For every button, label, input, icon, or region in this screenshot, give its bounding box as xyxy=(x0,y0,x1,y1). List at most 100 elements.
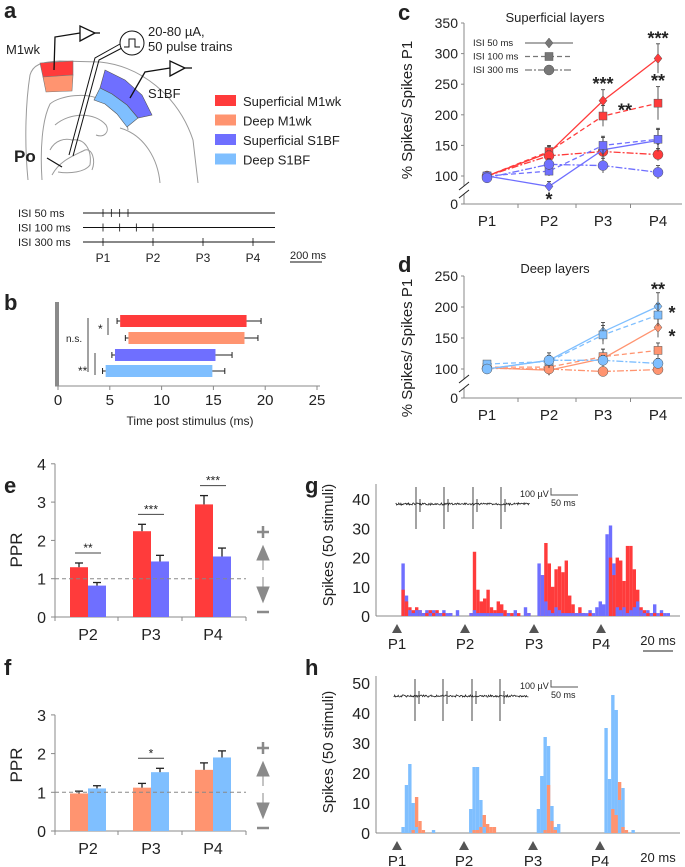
histogram-bin xyxy=(411,613,415,616)
data-point xyxy=(597,160,609,171)
histogram-bin xyxy=(455,610,460,616)
data-point xyxy=(652,167,664,178)
x-tick-label: 20 xyxy=(257,392,274,409)
data-point xyxy=(597,355,609,366)
y-tick-label: 20 xyxy=(352,551,370,568)
histogram-bin xyxy=(622,607,626,616)
histogram-bin xyxy=(510,613,514,616)
series-line xyxy=(486,163,659,179)
po-label: Po xyxy=(14,147,36,166)
white-matter-inner xyxy=(54,114,108,137)
data-point xyxy=(653,98,663,108)
histogram-bin xyxy=(544,543,548,616)
histogram-bin xyxy=(486,589,490,616)
data-point xyxy=(598,111,608,121)
data-point xyxy=(653,346,663,355)
stimulating-electrode xyxy=(68,30,145,157)
histogram-bin xyxy=(418,821,422,833)
axis-break xyxy=(458,181,470,191)
histogram-bin xyxy=(615,607,619,616)
po-outline xyxy=(51,149,95,176)
histogram-bin xyxy=(479,601,483,616)
y-axis-label: Spikes (50 stimuli) xyxy=(320,691,337,814)
histogram-bin xyxy=(483,598,487,616)
arrow-up-icon xyxy=(256,544,270,570)
histogram-bin xyxy=(604,728,608,833)
trace-voltage-scale: 100 µV xyxy=(520,681,549,691)
histogram-bin xyxy=(615,557,619,616)
histogram-bin xyxy=(595,607,599,616)
histogram-bin xyxy=(639,610,643,616)
stimulus-artifact xyxy=(415,487,421,529)
histogram-bin xyxy=(472,767,476,833)
x-tick-label: P2 xyxy=(540,213,558,230)
legend-label: ISI 50 ms xyxy=(473,38,513,49)
histogram-bin xyxy=(527,613,531,616)
histogram-bin xyxy=(536,809,541,833)
m1wk-label: M1wk xyxy=(6,42,40,57)
axis-break xyxy=(458,189,470,199)
superficial-m1wk-region xyxy=(39,60,74,78)
histogram-bin xyxy=(469,809,473,833)
pulse-label: P2 xyxy=(455,853,473,867)
chart-title: Deep layers xyxy=(520,261,590,276)
voltage-trace xyxy=(393,693,529,699)
stimulus-arrow-icon xyxy=(596,624,606,633)
scale-bar-label: 200 ms xyxy=(290,250,327,262)
histogram-bin xyxy=(543,737,547,833)
histogram-bin xyxy=(553,830,558,833)
series-line xyxy=(486,139,659,188)
histogram-bin xyxy=(611,695,615,833)
histogram-bin xyxy=(550,806,554,833)
trace-scale-bar xyxy=(550,488,578,496)
y-tick-label: 50 xyxy=(352,676,370,693)
plus-icon xyxy=(257,526,269,538)
y-tick-label: 350 xyxy=(435,15,459,31)
ppr-bar xyxy=(213,556,231,617)
x-tick-label: 10 xyxy=(153,392,170,409)
histogram-bin xyxy=(479,613,483,616)
histogram-bin xyxy=(546,785,551,833)
histogram-bin xyxy=(489,613,494,616)
ppr-bar xyxy=(88,788,106,831)
histogram-bin xyxy=(500,604,504,616)
legend-marker xyxy=(544,37,554,49)
thalamus-outline xyxy=(49,138,91,174)
x-tick-label: P3 xyxy=(141,841,161,858)
histogram-bin xyxy=(492,827,497,833)
significance-label: * xyxy=(149,746,154,760)
histogram-bin xyxy=(574,613,579,616)
histogram-bin xyxy=(472,551,477,616)
legend-marker xyxy=(544,52,554,61)
histogram-bin xyxy=(411,610,415,616)
ppr-bar xyxy=(151,561,169,617)
y-tick-label: 3 xyxy=(37,495,46,512)
significance-label: *** xyxy=(144,502,158,516)
series-line xyxy=(486,367,659,373)
histogram-bin xyxy=(543,830,547,833)
histogram-bin xyxy=(631,830,635,833)
x-tick-label: P1 xyxy=(478,213,496,230)
histogram-bin xyxy=(401,589,405,616)
ppr-bar xyxy=(133,531,151,617)
y-axis-label: PPR xyxy=(7,533,26,568)
significance-label: n.s. xyxy=(66,334,82,345)
legend-label: Deep M1wk xyxy=(243,114,312,129)
arrow-up-icon xyxy=(256,760,270,786)
histogram-bin xyxy=(404,785,409,833)
stimulus-artifact xyxy=(472,487,478,529)
y-tick-label: 0 xyxy=(361,826,370,843)
histogram-bin xyxy=(578,607,582,616)
stimulus-artifact xyxy=(500,487,506,529)
series-line xyxy=(486,57,659,177)
ppr-bar xyxy=(88,585,106,617)
series-line xyxy=(486,305,659,370)
significance-label: ** xyxy=(78,364,88,378)
panel-label-d: d xyxy=(398,252,411,277)
histogram-bin xyxy=(408,764,412,833)
isi-label: ISI 300 ms xyxy=(18,237,71,249)
pulse-label: P2 xyxy=(146,251,161,265)
x-tick-label: P2 xyxy=(78,841,98,858)
y-tick-label: 1 xyxy=(37,785,46,802)
